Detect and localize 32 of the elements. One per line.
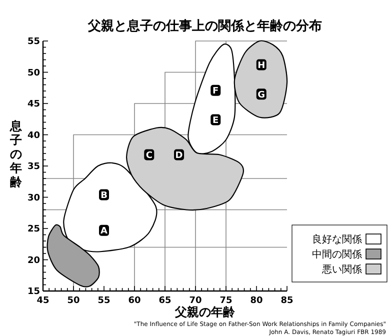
y-tick-label: 40 (27, 130, 40, 141)
x-tick-label: 65 (158, 296, 172, 306)
y-axis-title: 息子の年齢 (9, 119, 23, 189)
x-axis-title: 父親の年齢 (174, 305, 236, 319)
legend-label: 悪い関係 (321, 264, 362, 276)
y-tick-label: 55 (27, 37, 40, 48)
data-label: D (175, 150, 183, 161)
x-tick-label: 45 (36, 296, 50, 306)
y-tick-label: 30 (27, 193, 40, 204)
y-tick-label: 50 (27, 68, 40, 78)
data-label: A (100, 226, 108, 237)
x-tick-label: 85 (280, 296, 294, 306)
data-label: F (212, 86, 219, 97)
data-label: B (100, 190, 108, 201)
y-tick-label: 15 (27, 287, 40, 298)
legend-label: 中間の関係 (312, 248, 362, 260)
x-tick-label: 50 (67, 296, 80, 306)
x-tick-label: 80 (250, 296, 263, 306)
y-tick-label: 35 (27, 162, 40, 172)
y-tick-label: 20 (27, 256, 40, 266)
data-label: G (258, 90, 266, 100)
x-tick-label: 60 (128, 296, 141, 306)
x-tick-label: 70 (189, 296, 202, 306)
data-label: E (212, 116, 219, 126)
x-tick-label: 75 (220, 296, 232, 306)
data-label: C (146, 150, 153, 161)
legend-label: 良好な関係 (312, 234, 362, 246)
data-label: H (258, 60, 266, 71)
chart-title: 父親と息子の仕事上の関係と年齢の分布 (87, 18, 322, 34)
x-tick-label: 55 (98, 296, 110, 306)
y-tick-label: 45 (27, 100, 40, 110)
y-tick-label: 25 (27, 224, 40, 235)
